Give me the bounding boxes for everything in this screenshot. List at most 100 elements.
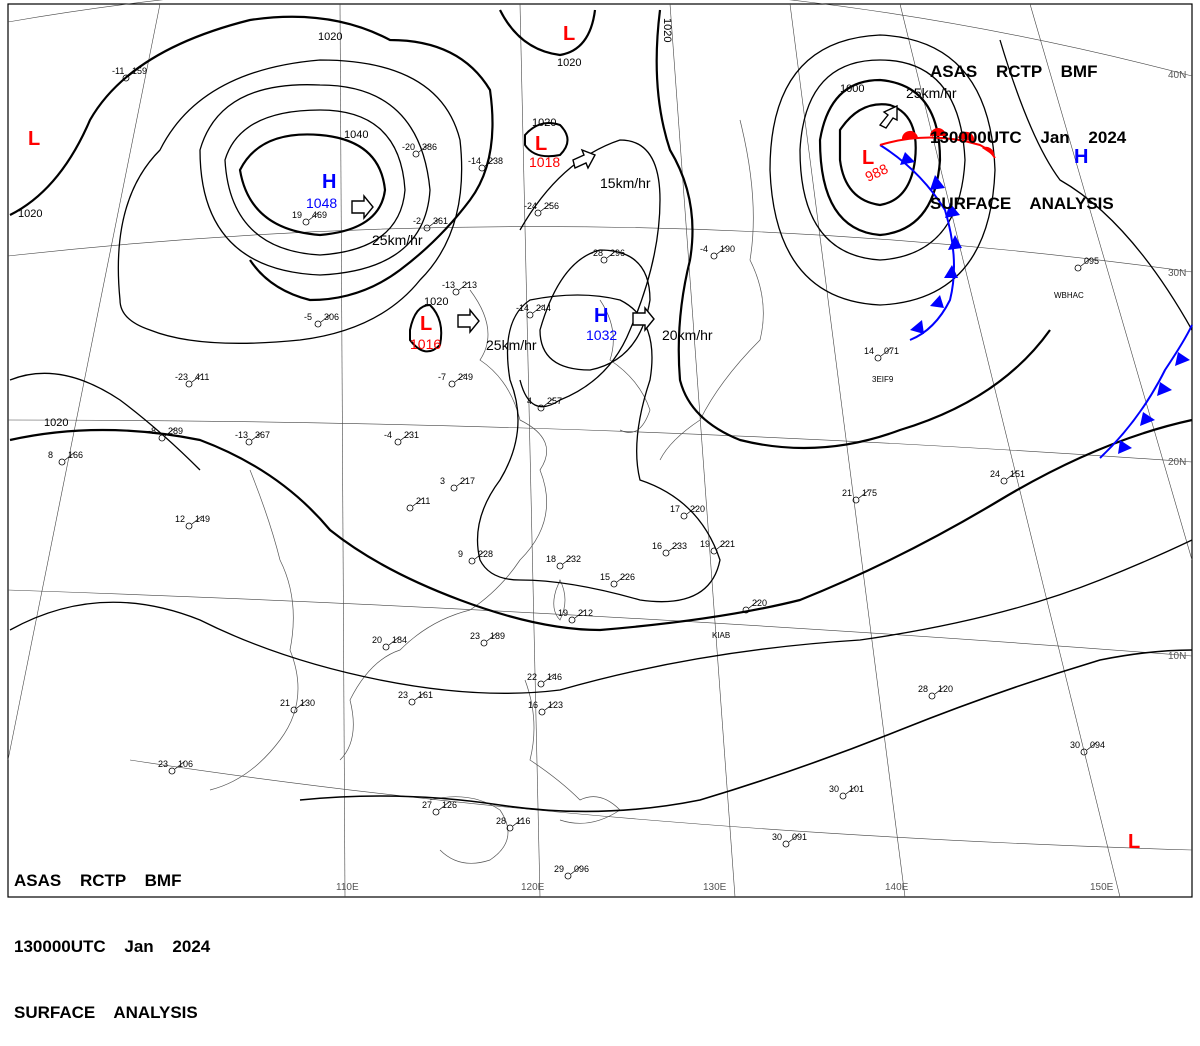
longitude-140e-line (789, 3, 906, 898)
motion-arrow (632, 306, 655, 332)
longitude-160e-line (1029, 3, 1193, 561)
isobar-ring-inner-1 (224, 109, 406, 256)
station-plot: -28 296 (590, 248, 625, 264)
station-circle (423, 224, 431, 232)
station-pressure: 106 (178, 759, 193, 769)
station-temperature: 27 (422, 800, 432, 810)
wind-barb (616, 573, 628, 583)
wind-barb (414, 691, 426, 701)
longitude-label: 140E (885, 882, 909, 893)
station-pressure: 126 (442, 800, 457, 810)
wind-barb (574, 609, 586, 619)
motion-label: 15km/hr (600, 175, 651, 191)
station-pressure: 130 (300, 698, 315, 708)
station-plot: 16 123 (528, 700, 563, 716)
station-plot: 30 091 (772, 832, 807, 848)
station-temperature: 3 (440, 476, 445, 486)
taiwan-coast (553, 579, 566, 621)
front-triangle (1140, 412, 1155, 426)
station-pressure: 367 (255, 430, 270, 440)
header-line-3: SURFACE ANALYSIS (930, 194, 1114, 213)
station-temperature: 9 (458, 549, 463, 559)
longitude-130e-line (669, 3, 736, 898)
station-pressure: 238 (488, 156, 503, 166)
station-plot: 28 120 (918, 684, 953, 700)
station-plot: -8 289 (148, 426, 183, 442)
station-pressure: 469 (312, 210, 327, 220)
station-circle (600, 256, 608, 264)
station-plot: 19 469 (292, 210, 327, 226)
station-circle (450, 484, 458, 492)
wind-barb (456, 477, 468, 487)
station-pressure: 166 (68, 450, 83, 460)
isobar-1020-north (9, 15, 494, 302)
station-pressure: 116 (516, 816, 530, 826)
isobar-center-high (539, 249, 651, 371)
station-temperature: 14 (864, 346, 874, 356)
station-temperature: 19 (558, 608, 568, 618)
wind-barb (454, 373, 466, 383)
station-circle (122, 74, 130, 82)
station-circle (782, 840, 790, 848)
station-temperature: 28 (496, 816, 506, 826)
wind-barb (164, 427, 176, 437)
wind-barb (686, 505, 698, 515)
wind-barb (858, 489, 870, 499)
station-pressure: 146 (547, 672, 562, 682)
wind-barb (296, 699, 308, 709)
chart-header-top: ASAS RCTP BMF 130000UTC Jan 2024 SURFACE… (930, 17, 1126, 237)
header-line-1: ASAS RCTP BMF (930, 62, 1098, 81)
isobars (9, 9, 1193, 813)
station-plot: -14 244 (516, 303, 551, 319)
station-temperature: 23 (158, 759, 168, 769)
station-plot: -13 367 (235, 430, 270, 446)
philippines-coast (524, 679, 621, 824)
isobar-label: 1020 (318, 31, 342, 43)
longitude-label: 130E (703, 882, 727, 893)
wind-barb (934, 685, 946, 695)
station-circle (168, 767, 176, 775)
station-pressure: 244 (536, 303, 551, 313)
latitude-label: 20N (1168, 457, 1186, 468)
high-pressure-symbol: H (322, 171, 336, 193)
motion-label: 20km/hr (662, 327, 713, 343)
front-triangle (1175, 352, 1190, 366)
station-circle (1074, 264, 1082, 272)
wind-barb (540, 202, 552, 212)
station-pressure: 231 (404, 430, 419, 440)
station-pressure: 190 (720, 244, 735, 254)
warm-front (879, 128, 996, 159)
longitude-label: 150E (1090, 882, 1114, 893)
station-pressure: 257 (547, 396, 562, 406)
japan-coast (659, 119, 764, 461)
isobar-low-ring-2 (799, 59, 966, 261)
motion-label: 25km/hr (372, 232, 423, 248)
front-triangle (900, 152, 915, 165)
longitude-120e-line (519, 3, 541, 898)
latitude-40n-line (7, 0, 1193, 77)
wind-barb (532, 304, 544, 314)
wind-barb (880, 347, 892, 357)
station-temperature: 24 (990, 469, 1000, 479)
station-circle (534, 209, 542, 217)
station-plot: -20 386 (402, 142, 437, 158)
cold-front-line-2 (1099, 324, 1193, 459)
station-plot: 4 257 (527, 396, 562, 412)
station-plot: 24 151 (990, 469, 1025, 485)
station-pressure: 226 (620, 572, 635, 582)
isobar-1020-east (655, 9, 1051, 450)
wind-barb (543, 397, 555, 407)
station-plot: 16 233 (652, 541, 687, 557)
station-plot: -4 190 (700, 244, 735, 260)
low-pressure-value: 1018 (529, 154, 560, 170)
station-plot: 17 220 (670, 504, 705, 520)
motion-arrow (572, 148, 596, 170)
low-pressure-symbol: L (535, 133, 547, 155)
station-circle (382, 643, 390, 651)
isobar-label: 1020 (424, 296, 448, 308)
isobar-1016 (409, 303, 443, 353)
station-id: KIAB (712, 631, 730, 640)
wind-barb (570, 865, 582, 875)
station-temperature: 18 (546, 554, 556, 564)
longitude-150e-line (899, 3, 1121, 898)
